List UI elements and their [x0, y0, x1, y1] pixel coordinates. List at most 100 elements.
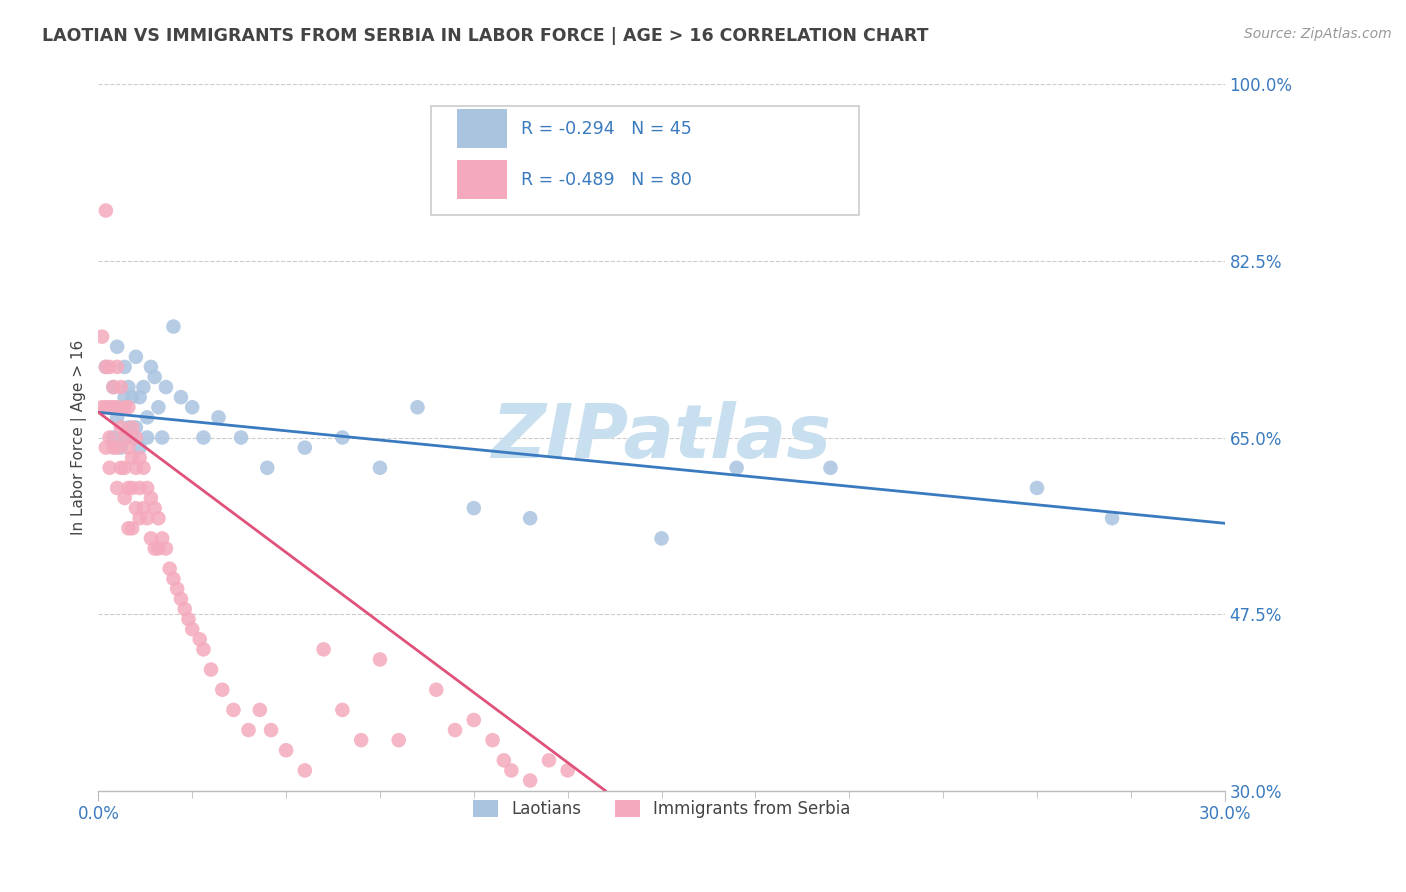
Point	[229, 430, 252, 444]
Point	[170, 390, 193, 404]
Point	[103, 401, 125, 415]
Point	[114, 359, 136, 374]
Point	[105, 441, 128, 455]
Point	[519, 773, 541, 788]
Point	[143, 370, 166, 384]
Point	[181, 622, 204, 636]
Point	[105, 481, 128, 495]
Point	[94, 203, 117, 218]
Point	[181, 401, 204, 415]
Point	[117, 481, 139, 495]
Point	[128, 441, 150, 455]
Point	[139, 491, 162, 505]
Point	[222, 703, 245, 717]
Bar	[457, 109, 508, 148]
Point	[170, 591, 193, 606]
Point	[98, 401, 121, 415]
Point	[125, 460, 148, 475]
Point	[501, 764, 523, 778]
Point	[114, 430, 136, 444]
Point	[110, 401, 132, 415]
Point	[148, 401, 170, 415]
Point	[114, 491, 136, 505]
Point	[312, 642, 335, 657]
Point	[121, 430, 143, 444]
Point	[98, 460, 121, 475]
Point	[132, 380, 155, 394]
Point	[114, 460, 136, 475]
Point	[1101, 511, 1123, 525]
Point	[159, 562, 181, 576]
Point	[105, 359, 128, 374]
Point	[91, 329, 114, 343]
Point	[725, 460, 748, 475]
Point	[117, 441, 139, 455]
Text: R = -0.489   N = 80: R = -0.489 N = 80	[520, 171, 692, 189]
Point	[98, 430, 121, 444]
Point	[91, 401, 114, 415]
Point	[94, 359, 117, 374]
Point	[155, 541, 177, 556]
Point	[148, 511, 170, 525]
Point	[162, 319, 184, 334]
Point	[350, 733, 373, 747]
Point	[94, 441, 117, 455]
Point	[207, 410, 229, 425]
Point	[294, 764, 316, 778]
Point	[368, 652, 391, 666]
Point	[110, 380, 132, 394]
Point	[117, 521, 139, 535]
Point	[103, 380, 125, 394]
Point	[125, 430, 148, 444]
Point	[125, 501, 148, 516]
Point	[148, 541, 170, 556]
Point	[105, 401, 128, 415]
Point	[238, 723, 260, 737]
Point	[519, 511, 541, 525]
Point	[136, 430, 159, 444]
Point	[136, 410, 159, 425]
Point	[249, 703, 271, 717]
Point	[444, 723, 467, 737]
Point	[173, 602, 195, 616]
Point	[132, 501, 155, 516]
Point	[110, 441, 132, 455]
Point	[260, 723, 283, 737]
Point	[651, 532, 673, 546]
Point	[1026, 481, 1049, 495]
Point	[150, 532, 173, 546]
Point	[128, 390, 150, 404]
Point	[463, 713, 485, 727]
Point	[139, 359, 162, 374]
Point	[103, 441, 125, 455]
Point	[110, 420, 132, 434]
Point	[103, 430, 125, 444]
Point	[143, 501, 166, 516]
Point	[117, 380, 139, 394]
Point	[121, 521, 143, 535]
Point	[150, 430, 173, 444]
Legend: Laotians, Immigrants from Serbia: Laotians, Immigrants from Serbia	[467, 793, 856, 824]
Point	[425, 682, 447, 697]
Point	[537, 753, 560, 767]
Point	[368, 460, 391, 475]
Point	[128, 511, 150, 525]
Point	[136, 481, 159, 495]
Point	[143, 541, 166, 556]
Bar	[457, 161, 508, 199]
Point	[166, 582, 188, 596]
Point	[492, 753, 515, 767]
Point	[125, 420, 148, 434]
Point	[121, 420, 143, 434]
Point	[211, 682, 233, 697]
Point	[557, 764, 579, 778]
Point	[103, 380, 125, 394]
Point	[188, 632, 211, 647]
Point	[162, 572, 184, 586]
Point	[117, 420, 139, 434]
Point	[98, 359, 121, 374]
Point	[177, 612, 200, 626]
Text: ZIPatlas: ZIPatlas	[492, 401, 831, 474]
Point	[332, 430, 354, 444]
Point	[332, 703, 354, 717]
